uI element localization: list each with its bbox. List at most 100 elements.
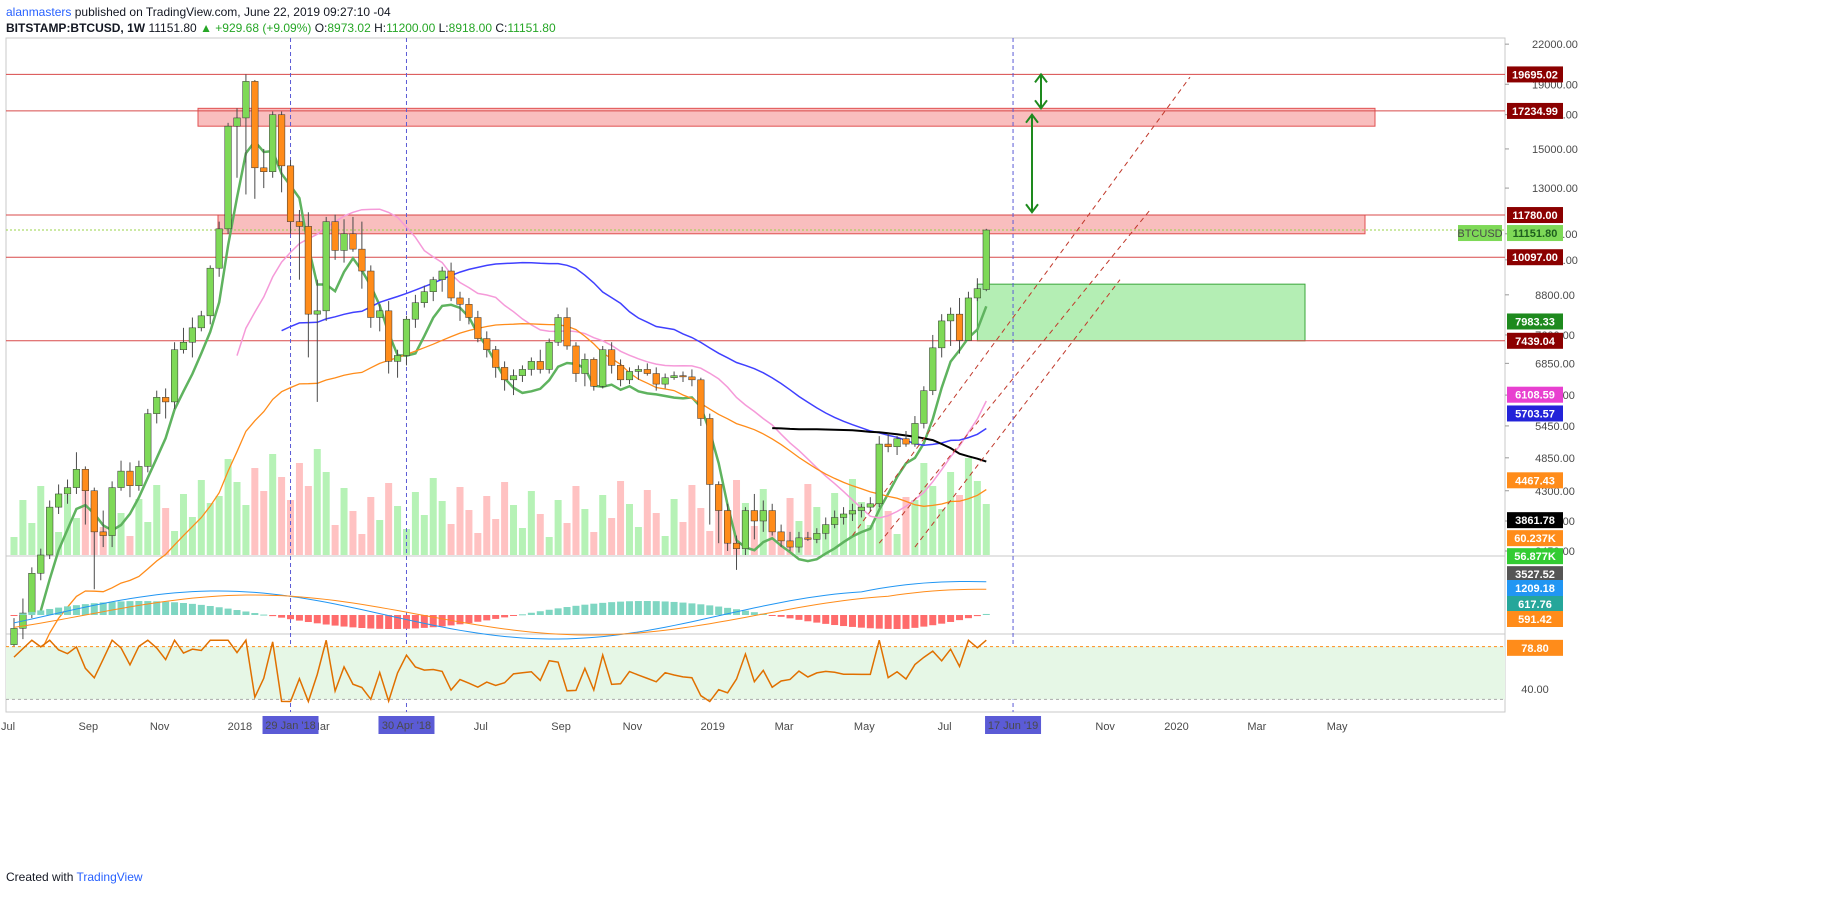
candle	[72, 469, 80, 488]
macd-histogram-bar	[251, 613, 259, 615]
x-tick-label: Jul	[474, 721, 488, 733]
macd-histogram-bar	[72, 605, 80, 615]
volume-bar	[840, 516, 848, 555]
candle	[866, 503, 874, 508]
volume-bar	[786, 498, 794, 555]
volume-bar	[313, 449, 321, 555]
candle	[893, 438, 901, 448]
candle	[795, 537, 803, 548]
candle	[670, 375, 678, 378]
volume-bar	[242, 505, 250, 555]
macd-tag-label: 1209.18	[1515, 583, 1555, 595]
candle	[340, 233, 348, 251]
author-link[interactable]: alanmasters	[6, 5, 72, 19]
volume-bar	[518, 528, 526, 555]
volume-bar	[643, 490, 651, 555]
resistance-zone	[217, 214, 1366, 235]
macd-histogram-bar	[90, 603, 98, 615]
price-tag-label: 5703.57	[1515, 408, 1555, 420]
candle	[429, 279, 437, 292]
macd-histogram-bar	[188, 603, 196, 615]
candle	[260, 167, 268, 172]
x-tick-label: Mar	[1247, 721, 1266, 733]
volume-bar	[153, 485, 161, 555]
macd-histogram-bar	[501, 615, 509, 618]
volume-bar	[287, 500, 295, 555]
price-tag	[1507, 530, 1563, 547]
macd-histogram-bar	[554, 608, 562, 615]
candle	[402, 318, 411, 356]
macd-histogram-bar	[652, 601, 660, 615]
price-tag	[1507, 405, 1563, 422]
macd-histogram-bar	[625, 601, 633, 615]
macd-histogram-bar	[474, 615, 482, 622]
symbol-label[interactable]: BITSTAMP:BTCUSD, 1W	[6, 21, 146, 35]
volume-bar	[938, 509, 946, 555]
created-with-label: Created with	[6, 870, 74, 884]
macd-histogram-bar	[144, 601, 152, 615]
volume-bar	[278, 477, 286, 555]
tradingview-logo[interactable]: TradingView	[76, 870, 143, 884]
candle	[982, 229, 990, 290]
candle	[385, 310, 393, 362]
candle	[581, 359, 589, 374]
macd-histogram-bar	[938, 615, 946, 624]
volume-bar	[179, 494, 187, 555]
macd-histogram-bar	[295, 615, 303, 621]
volume-bar	[920, 463, 928, 555]
macd-histogram-bar	[857, 615, 865, 628]
candle	[367, 270, 375, 318]
macd-histogram-bar	[394, 615, 402, 629]
candle	[10, 628, 18, 645]
candle	[875, 443, 883, 505]
x-tick-label: 2020	[1164, 721, 1188, 733]
macd-histogram-bar	[643, 601, 651, 615]
macd-histogram-bar	[590, 603, 598, 615]
macd-histogram-bar	[46, 608, 54, 615]
x-tick-label: 2019	[700, 721, 724, 733]
candle	[251, 81, 259, 169]
macd-histogram-bar	[982, 613, 990, 615]
candle	[973, 288, 981, 299]
macd-histogram-bar	[964, 615, 972, 619]
candle	[447, 270, 455, 299]
volume-bar	[866, 525, 874, 555]
price-tag	[1507, 66, 1563, 83]
ma-orange-line	[13, 323, 987, 690]
candle	[206, 267, 214, 317]
macd-histogram-bar	[750, 612, 758, 615]
macd-histogram-bar	[206, 606, 214, 615]
price-tag-label: 60.237K	[1514, 533, 1556, 545]
x-tick-label: Sep	[78, 721, 98, 733]
macd-histogram-bar	[822, 615, 830, 624]
macd-histogram-bar	[884, 615, 892, 629]
volume-bar	[260, 491, 268, 555]
candle	[643, 369, 651, 374]
candle	[911, 423, 919, 445]
volume-bar	[697, 508, 705, 555]
y-tick-label: 6850.00	[1535, 358, 1575, 370]
price-tag	[1507, 566, 1563, 583]
candle	[572, 345, 580, 374]
macd-histogram-bar	[947, 615, 955, 622]
macd-histogram-bar	[956, 615, 964, 621]
macd-histogram-bar	[848, 615, 856, 627]
publish-line: alanmasters published on TradingView.com…	[6, 4, 556, 20]
candle	[920, 390, 928, 424]
candle	[215, 228, 223, 269]
macd-histogram-bar	[724, 607, 732, 615]
price-tag	[1507, 512, 1563, 529]
candle	[527, 361, 535, 370]
y-tick-label: 8800.00	[1535, 290, 1575, 302]
candle	[153, 397, 161, 414]
volume-bar	[162, 508, 170, 555]
rsi-tag	[1507, 639, 1563, 656]
macd-histogram-bar	[670, 601, 678, 615]
macd-histogram-bar	[304, 615, 312, 623]
volume-bar	[982, 504, 990, 555]
macd-histogram-bar	[697, 604, 705, 615]
date-marker-tag	[262, 716, 319, 734]
x-tick-label: Sep	[551, 721, 571, 733]
volume-bar	[295, 463, 303, 555]
